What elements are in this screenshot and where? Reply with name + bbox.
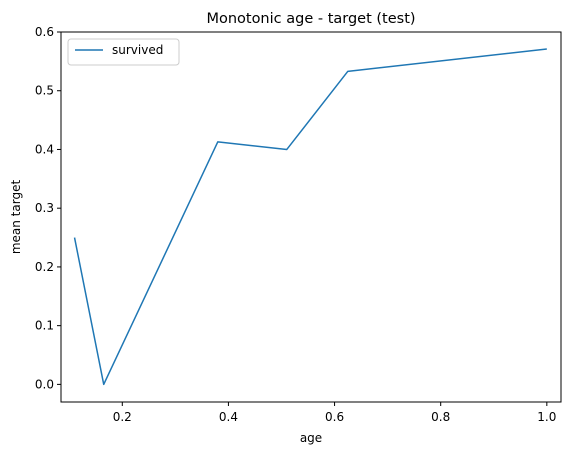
y-axis: 0.0 0.1 0.2 0.3 0.4 0.5 0.6 (35, 25, 61, 391)
x-tick-label: 0.2 (113, 410, 132, 424)
series-layer (73, 48, 547, 386)
y-tick-label: 0.1 (35, 319, 54, 333)
y-tick-label: 0.0 (35, 377, 54, 391)
y-tick-label: 0.2 (35, 260, 54, 274)
y-axis-label: mean target (9, 180, 23, 255)
legend: survived (67, 38, 180, 66)
x-tick-label: 0.4 (219, 410, 238, 424)
x-tick-label: 1.0 (537, 410, 556, 424)
y-tick-label: 0.5 (35, 84, 54, 98)
legend-label-survived: survived (112, 43, 163, 57)
y-tick-label: 0.3 (35, 201, 54, 215)
series-line-survived (73, 48, 547, 386)
plot-frame (60, 31, 562, 403)
x-tick-label: 0.8 (431, 410, 450, 424)
legend-box (67, 38, 180, 66)
x-axis-label: age (300, 431, 322, 445)
x-axis: 0.2 0.4 0.6 0.8 1.0 (113, 402, 556, 424)
chart-title: Monotonic age - target (test) (206, 11, 415, 27)
y-tick-label: 0.6 (35, 25, 54, 39)
x-tick-label: 0.6 (325, 410, 344, 424)
y-tick-label: 0.4 (35, 142, 54, 156)
